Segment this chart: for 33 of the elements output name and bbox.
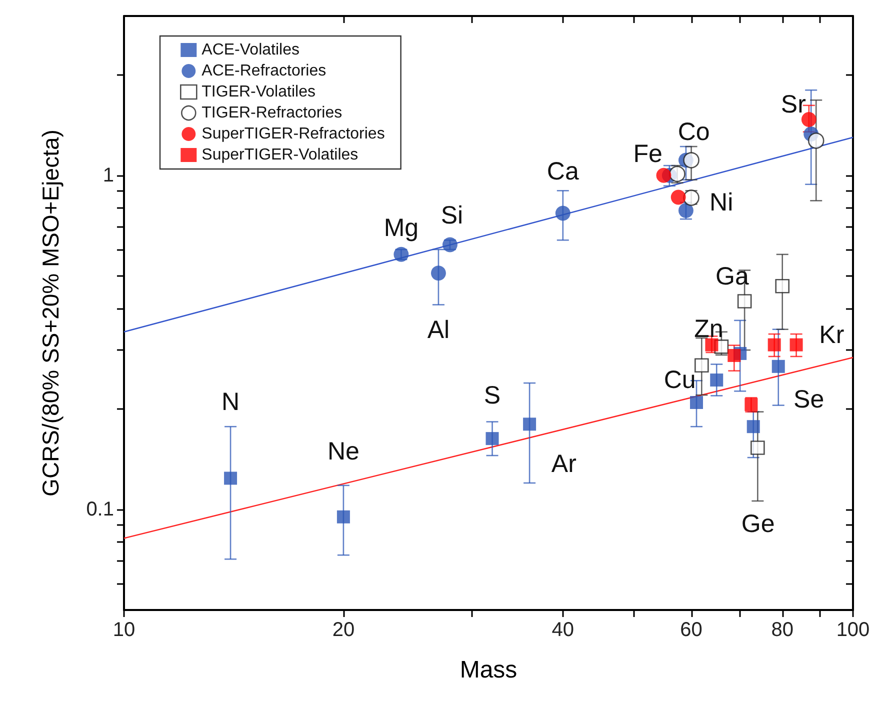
legend-label: SuperTIGER-Volatiles [202,146,358,164]
x-tick-label: 80 [771,619,794,641]
x-tick-label: 40 [552,619,574,641]
annotation: Ni [710,188,734,217]
annotation: Sr [780,90,806,119]
legend-label: TIGER-Volatiles [202,84,316,100]
x-tick-label: 20 [332,619,355,641]
y-tick-label: 0.1 [86,498,114,520]
annotation: Ge [741,510,775,538]
legend-label: ACE-Refractories [202,62,326,80]
legend-label: SuperTIGER-Refractories [202,126,385,142]
annotation: N [221,388,240,416]
x-axis-title: Mass [460,656,518,684]
annotation: S [484,382,501,410]
legend-label: ACE-Volatiles [202,42,300,58]
annotation: Ar [551,450,576,478]
annotation: Si [440,201,464,230]
annotation: Fe [633,140,662,168]
x-tick-label: 60 [680,619,702,641]
y-axis-title: GCRS/(80% SS+20% MSO+Ejecta) [38,130,64,496]
x-tick-label: 100 [836,619,870,641]
x-tick-label: 10 [112,619,136,641]
annotation: Ne [327,437,360,466]
annotation: Al [427,316,450,344]
annotation: Se [794,386,824,414]
legend-label: TIGER-Refractories [202,104,342,122]
y-tick-label: 1 [102,164,114,186]
annotation: Cu [664,366,696,394]
annotation: Co [678,118,710,146]
annotation: Kr [819,321,844,350]
annotation: Mg [384,214,419,242]
annotation: Zn [694,315,724,344]
annotation: Ca [546,157,579,186]
